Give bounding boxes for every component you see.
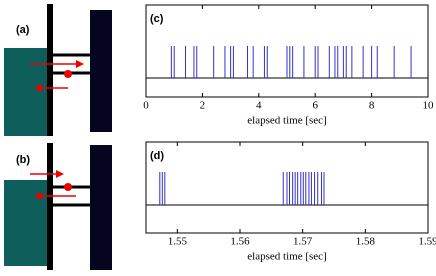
panel-title: (d) [150, 150, 164, 162]
x-tick-label: 1.58 [356, 236, 376, 248]
plot-frame [145, 4, 429, 98]
panel-label: (b) [16, 154, 30, 166]
x-axis-label: elapsed time [sec] [247, 251, 326, 263]
x-tick-label: 1.56 [230, 236, 250, 248]
x-tick-label: 1.57 [293, 236, 313, 248]
x-tick-label: 10 [423, 100, 435, 112]
block [90, 145, 112, 270]
diagram-b: (b) [4, 143, 112, 270]
bar [47, 143, 53, 270]
plot-frame [145, 141, 429, 234]
x-tick-label: 0 [143, 100, 149, 112]
dot [64, 70, 72, 78]
x-tick-label: 1.59 [418, 236, 436, 248]
x-tick-label: 4 [256, 100, 262, 112]
dot [64, 183, 72, 191]
x-tick-label: 2 [200, 100, 206, 112]
arrow-head [34, 84, 42, 92]
panel-title: (c) [150, 13, 164, 25]
panel-label: (a) [16, 24, 30, 36]
arrow-head [34, 192, 42, 200]
arrow-head [76, 60, 84, 68]
x-tick-label: 1.55 [168, 236, 188, 248]
body [4, 48, 48, 136]
block [90, 10, 112, 132]
x-tick-label: 8 [369, 100, 375, 112]
x-axis-label: elapsed time [sec] [247, 115, 326, 127]
bar [47, 4, 53, 136]
diagram-a: (a) [4, 4, 112, 136]
x-tick-label: 6 [312, 100, 318, 112]
arrow-head [56, 170, 64, 178]
